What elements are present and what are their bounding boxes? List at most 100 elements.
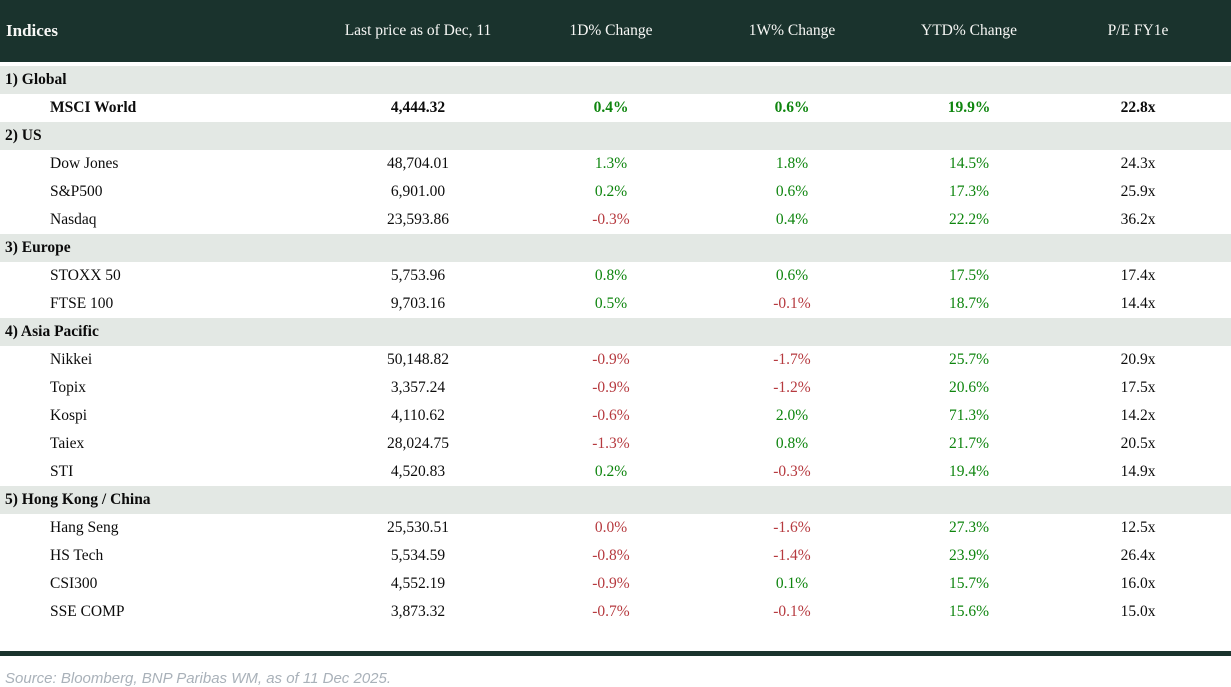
table-header-row: Indices Last price as of Dec, 11 1D% Cha… <box>0 0 1231 66</box>
value-cell: -0.7% <box>531 598 691 626</box>
value-cell: -0.9% <box>531 374 691 402</box>
value-cell: 3,357.24 <box>305 374 531 402</box>
value-cell: 14.9x <box>1045 458 1231 486</box>
index-row: HS Tech 5,534.59 -0.8% -1.4% 23.9% 26.4x <box>0 542 1231 570</box>
value-cell: 22.2% <box>893 206 1045 234</box>
value-cell: 0.6% <box>691 94 893 122</box>
index-row: FTSE 100 9,703.16 0.5% -0.1% 18.7% 14.4x <box>0 290 1231 318</box>
value-cell: 15.6% <box>893 598 1045 626</box>
index-row: Nikkei 50,148.82 -0.9% -1.7% 25.7% 20.9x <box>0 346 1231 374</box>
value-cell: 20.5x <box>1045 430 1231 458</box>
index-name: STI <box>0 458 305 486</box>
index-row: Taiex 28,024.75 -1.3% 0.8% 21.7% 20.5x <box>0 430 1231 458</box>
index-row: S&P500 6,901.00 0.2% 0.6% 17.3% 25.9x <box>0 178 1231 206</box>
value-cell: 16.0x <box>1045 570 1231 598</box>
value-cell: 14.5% <box>893 150 1045 178</box>
value-cell: 18.7% <box>893 290 1045 318</box>
index-row: Kospi 4,110.62 -0.6% 2.0% 71.3% 14.2x <box>0 402 1231 430</box>
value-cell: 14.4x <box>1045 290 1231 318</box>
value-cell: 12.5x <box>1045 514 1231 542</box>
section-row: 2) US <box>0 122 1231 150</box>
value-cell: 28,024.75 <box>305 430 531 458</box>
bottom-bar <box>0 651 1231 656</box>
section-row: 4) Asia Pacific <box>0 318 1231 346</box>
value-cell: 0.5% <box>531 290 691 318</box>
index-name: MSCI World <box>0 94 305 122</box>
section-label: 3) Europe <box>0 234 1231 262</box>
index-row: Topix 3,357.24 -0.9% -1.2% 20.6% 17.5x <box>0 374 1231 402</box>
col-header-pe: P/E FY1e <box>1045 0 1231 66</box>
value-cell: 25.7% <box>893 346 1045 374</box>
value-cell: 4,552.19 <box>305 570 531 598</box>
value-cell: 3,873.32 <box>305 598 531 626</box>
value-cell: 20.9x <box>1045 346 1231 374</box>
section-row: 5) Hong Kong / China <box>0 486 1231 514</box>
section-row: 1) Global <box>0 66 1231 94</box>
value-cell: 48,704.01 <box>305 150 531 178</box>
value-cell: 0.8% <box>531 262 691 290</box>
value-cell: 0.1% <box>691 570 893 598</box>
value-cell: -0.6% <box>531 402 691 430</box>
index-name: Topix <box>0 374 305 402</box>
value-cell: 0.0% <box>531 514 691 542</box>
index-name: HS Tech <box>0 542 305 570</box>
value-cell: 14.2x <box>1045 402 1231 430</box>
value-cell: -0.9% <box>531 346 691 374</box>
value-cell: 5,534.59 <box>305 542 531 570</box>
value-cell: 19.9% <box>893 94 1045 122</box>
value-cell: 23,593.86 <box>305 206 531 234</box>
value-cell: -0.3% <box>691 458 893 486</box>
value-cell: 17.4x <box>1045 262 1231 290</box>
value-cell: 1.8% <box>691 150 893 178</box>
index-row: Hang Seng 25,530.51 0.0% -1.6% 27.3% 12.5x <box>0 514 1231 542</box>
col-header-1w-change: 1W% Change <box>691 0 893 66</box>
index-row: MSCI World 4,444.32 0.4% 0.6% 19.9% 22.8x <box>0 94 1231 122</box>
value-cell: -0.1% <box>691 290 893 318</box>
index-name: Taiex <box>0 430 305 458</box>
index-name: Nasdaq <box>0 206 305 234</box>
col-header-ytd-change: YTD% Change <box>893 0 1045 66</box>
value-cell: 1.3% <box>531 150 691 178</box>
value-cell: 17.5% <box>893 262 1045 290</box>
value-cell: 4,110.62 <box>305 402 531 430</box>
section-label: 1) Global <box>0 66 1231 94</box>
value-cell: 19.4% <box>893 458 1045 486</box>
index-row: STI 4,520.83 0.2% -0.3% 19.4% 14.9x <box>0 458 1231 486</box>
value-cell: -1.4% <box>691 542 893 570</box>
value-cell: 71.3% <box>893 402 1045 430</box>
index-name: SSE COMP <box>0 598 305 626</box>
index-name: S&P500 <box>0 178 305 206</box>
value-cell: 20.6% <box>893 374 1045 402</box>
section-label: 4) Asia Pacific <box>0 318 1231 346</box>
index-name: Hang Seng <box>0 514 305 542</box>
value-cell: -0.9% <box>531 570 691 598</box>
source-note: Source: Bloomberg, BNP Paribas WM, as of… <box>5 670 392 687</box>
index-name: CSI300 <box>0 570 305 598</box>
value-cell: -1.7% <box>691 346 893 374</box>
value-cell: 6,901.00 <box>305 178 531 206</box>
index-row: STOXX 50 5,753.96 0.8% 0.6% 17.5% 17.4x <box>0 262 1231 290</box>
value-cell: 0.2% <box>531 458 691 486</box>
col-header-indices: Indices <box>0 0 305 66</box>
index-name: FTSE 100 <box>0 290 305 318</box>
index-name: STOXX 50 <box>0 262 305 290</box>
value-cell: 17.5x <box>1045 374 1231 402</box>
value-cell: -1.6% <box>691 514 893 542</box>
value-cell: 22.8x <box>1045 94 1231 122</box>
value-cell: -0.3% <box>531 206 691 234</box>
value-cell: -0.8% <box>531 542 691 570</box>
index-row: SSE COMP 3,873.32 -0.7% -0.1% 15.6% 15.0x <box>0 598 1231 626</box>
value-cell: 25.9x <box>1045 178 1231 206</box>
indices-table: Indices Last price as of Dec, 11 1D% Cha… <box>0 0 1231 626</box>
index-row: CSI300 4,552.19 -0.9% 0.1% 15.7% 16.0x <box>0 570 1231 598</box>
value-cell: 25,530.51 <box>305 514 531 542</box>
value-cell: -1.3% <box>531 430 691 458</box>
value-cell: 5,753.96 <box>305 262 531 290</box>
section-row: 3) Europe <box>0 234 1231 262</box>
value-cell: 15.7% <box>893 570 1045 598</box>
value-cell: 4,520.83 <box>305 458 531 486</box>
index-row: Nasdaq 23,593.86 -0.3% 0.4% 22.2% 36.2x <box>0 206 1231 234</box>
value-cell: 0.4% <box>691 206 893 234</box>
value-cell: 0.8% <box>691 430 893 458</box>
col-header-1d-change: 1D% Change <box>531 0 691 66</box>
